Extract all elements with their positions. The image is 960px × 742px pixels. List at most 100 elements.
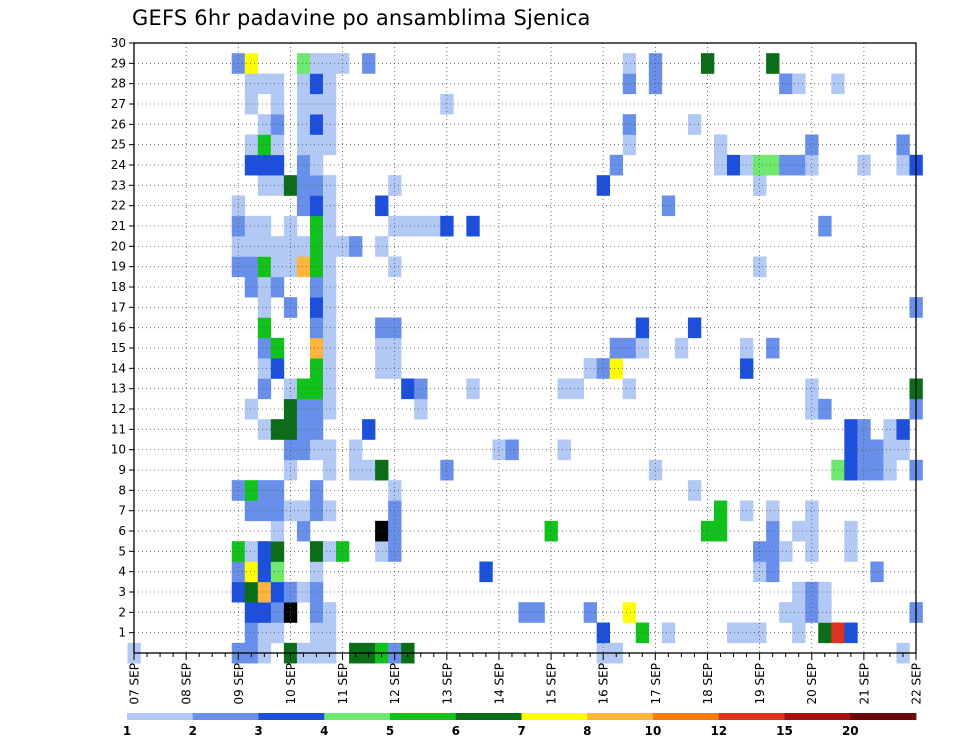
heatmap-cell xyxy=(270,541,285,562)
heatmap-cell xyxy=(753,175,767,196)
x-tick-label: 22 SEP xyxy=(910,663,924,705)
heatmap-cell xyxy=(257,541,272,562)
heatmap-cell xyxy=(257,419,272,440)
heatmap-cell xyxy=(296,439,311,461)
heatmap-cell xyxy=(362,459,376,481)
heatmap-cell xyxy=(257,236,272,257)
heatmap-cell xyxy=(557,439,571,461)
heatmap-cell xyxy=(857,419,871,440)
y-tick-label: 10 xyxy=(111,443,126,457)
heatmap-cell xyxy=(805,581,819,603)
heatmap-cell xyxy=(375,317,389,339)
colorbar-label: 10 xyxy=(645,724,662,738)
heatmap-cell xyxy=(322,175,337,196)
colorbar-swatch xyxy=(390,713,457,720)
y-tick-label: 30 xyxy=(111,36,126,50)
heatmap-cell xyxy=(322,134,337,156)
heatmap-cell xyxy=(309,236,324,257)
y-tick-label: 12 xyxy=(111,402,126,416)
heatmap-cell xyxy=(362,53,376,74)
heatmap-cell xyxy=(244,276,259,298)
colorbar-swatch xyxy=(127,713,194,720)
y-tick-label: 25 xyxy=(111,138,126,152)
y-tick-label: 27 xyxy=(111,97,126,111)
heatmap-cell xyxy=(753,154,767,176)
heatmap-cell xyxy=(244,398,259,420)
heatmap-cell xyxy=(570,378,584,400)
colorbar-label: 7 xyxy=(517,724,525,738)
heatmap-cell xyxy=(296,53,311,74)
heatmap-cell xyxy=(257,114,272,135)
heatmap-cell xyxy=(309,134,324,156)
heatmap-cell xyxy=(296,73,311,95)
heatmap-cell xyxy=(322,337,337,359)
heatmap-cell xyxy=(779,602,793,623)
heatmap-cell xyxy=(309,317,324,339)
heatmap-cell xyxy=(648,459,663,481)
heatmap-cell xyxy=(309,581,324,603)
heatmap-cell xyxy=(309,215,324,237)
heatmap-cell xyxy=(296,398,311,420)
heatmap-cell xyxy=(766,541,780,562)
colorbar-label: 12 xyxy=(710,724,727,738)
heatmap-cell xyxy=(322,73,337,95)
heatmap-cell xyxy=(257,297,272,318)
heatmap-cell xyxy=(257,256,272,278)
heatmap-cell xyxy=(270,561,285,583)
heatmap-cell xyxy=(857,459,871,481)
heatmap-cell xyxy=(818,215,832,237)
heatmap-cell xyxy=(322,602,337,623)
heatmap-cell xyxy=(322,398,337,420)
heatmap-cell xyxy=(270,500,285,522)
heatmap-cell xyxy=(309,114,324,135)
x-tick-label: 08 SEP xyxy=(180,663,194,705)
heatmap-cell xyxy=(257,561,272,583)
heatmap-cell xyxy=(322,500,337,522)
colorbar-swatch xyxy=(850,713,917,720)
heatmap-cell xyxy=(805,398,819,420)
heatmap-cell xyxy=(322,459,337,481)
heatmap-cell xyxy=(401,378,415,400)
heatmap-cell xyxy=(296,520,311,542)
heatmap-cell xyxy=(414,398,428,420)
heatmap-cell xyxy=(713,134,728,156)
heatmap-cell xyxy=(296,256,311,278)
colorbar-label: 1 xyxy=(123,724,131,738)
heatmap-cell xyxy=(362,419,376,440)
x-tick-label: 11 SEP xyxy=(336,663,350,705)
y-tick-label: 5 xyxy=(118,544,126,558)
heatmap-cell xyxy=(270,480,285,501)
heatmap-cell xyxy=(244,500,259,522)
y-tick-label: 20 xyxy=(111,239,126,253)
heatmap-cell xyxy=(270,276,285,298)
y-tick-label: 21 xyxy=(111,219,126,233)
colorbar-swatch xyxy=(258,713,325,720)
x-tick-label: 14 SEP xyxy=(492,663,506,705)
heatmap-cell xyxy=(309,358,324,379)
heatmap-cell xyxy=(518,602,532,623)
heatmap-cell xyxy=(818,602,832,623)
heatmap-cell xyxy=(257,480,272,501)
colorbar-swatch xyxy=(521,713,588,720)
heatmap-cell xyxy=(257,337,272,359)
heatmap-cell xyxy=(270,236,285,257)
heatmap-cell xyxy=(296,419,311,440)
heatmap-cell xyxy=(257,175,272,196)
y-axis-ticks: 1234567891011121314151617181920212223242… xyxy=(111,36,134,640)
colorbar-label: 20 xyxy=(842,724,859,738)
heatmap-cell xyxy=(401,215,415,237)
x-tick-label: 17 SEP xyxy=(649,663,663,705)
heatmap-cell xyxy=(622,134,637,156)
x-tick-label: 15 SEP xyxy=(545,663,559,705)
heatmap-cell xyxy=(609,154,624,176)
colorbar-label: 5 xyxy=(386,724,394,738)
heatmap-cell xyxy=(270,93,285,115)
heatmap-cell xyxy=(375,520,389,542)
heatmap-cell xyxy=(309,500,324,522)
heatmap-cell xyxy=(244,215,259,237)
heatmap-cell xyxy=(296,154,311,176)
heatmap-cell xyxy=(244,561,259,583)
heatmap-cell xyxy=(257,602,272,623)
x-tick-label: 09 SEP xyxy=(232,663,246,705)
y-tick-label: 23 xyxy=(111,178,126,192)
